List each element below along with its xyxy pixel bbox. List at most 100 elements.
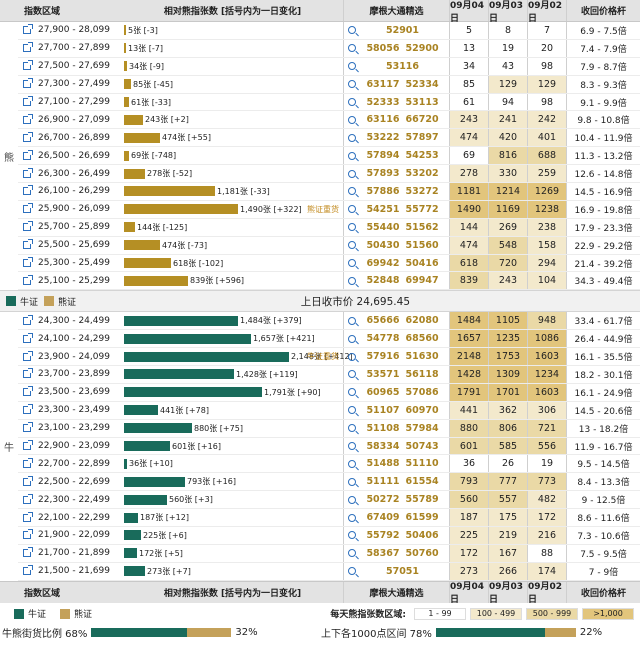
search-icon[interactable]	[348, 26, 356, 35]
search-icon[interactable]	[348, 187, 356, 196]
external-link-icon[interactable]	[23, 404, 33, 415]
warrant-code-link[interactable]: 62080	[405, 315, 439, 327]
search-icon[interactable]	[348, 44, 356, 53]
warrant-code-link[interactable]: 50416	[405, 257, 439, 269]
search-icon[interactable]	[348, 98, 356, 106]
warrant-code-link[interactable]: 51560	[405, 239, 439, 251]
warrant-code-link[interactable]: 54251	[366, 203, 400, 215]
warrant-code-link[interactable]: 63116	[366, 114, 400, 126]
warrant-code-link[interactable]: 57886	[366, 185, 400, 197]
warrant-code-link[interactable]: 67409	[366, 512, 400, 524]
warrant-code-link[interactable]: 61599	[405, 512, 439, 524]
warrant-code-link[interactable]: 51111	[366, 476, 400, 488]
warrant-code-link[interactable]: 63117	[366, 78, 400, 90]
search-icon[interactable]	[348, 352, 356, 361]
warrant-code-link[interactable]: 52901	[385, 24, 420, 36]
search-icon[interactable]	[348, 80, 356, 89]
external-link-icon[interactable]	[23, 221, 33, 232]
external-link-icon[interactable]	[23, 167, 33, 178]
warrant-code-link[interactable]: 51562	[405, 221, 439, 233]
search-icon[interactable]	[348, 567, 356, 576]
warrant-code-link[interactable]: 56118	[405, 368, 439, 380]
warrant-code-link[interactable]: 55772	[405, 203, 439, 215]
external-link-icon[interactable]	[23, 185, 33, 196]
warrant-code-link[interactable]: 50430	[366, 239, 400, 251]
warrant-code-link[interactable]: 52334	[405, 78, 439, 90]
external-link-icon[interactable]	[23, 565, 33, 576]
search-icon[interactable]	[348, 205, 356, 214]
warrant-code-link[interactable]: 57916	[366, 351, 400, 363]
warrant-code-link[interactable]: 51110	[405, 458, 439, 470]
warrant-code-link[interactable]: 50743	[405, 440, 439, 452]
search-icon[interactable]	[348, 388, 356, 397]
external-link-icon[interactable]	[23, 257, 33, 268]
warrant-code-link[interactable]: 58334	[366, 440, 400, 452]
external-link-icon[interactable]	[23, 493, 33, 504]
external-link-icon[interactable]	[23, 422, 33, 433]
external-link-icon[interactable]	[23, 131, 33, 142]
warrant-code-link[interactable]: 51107	[366, 404, 400, 416]
warrant-code-link[interactable]: 55792	[366, 529, 400, 541]
search-icon[interactable]	[348, 151, 356, 160]
search-icon[interactable]	[348, 406, 356, 415]
search-icon[interactable]	[348, 459, 356, 468]
external-link-icon[interactable]	[23, 529, 33, 540]
external-link-icon[interactable]	[23, 42, 33, 53]
warrant-code-link[interactable]: 68560	[405, 333, 439, 345]
search-icon[interactable]	[348, 495, 356, 504]
warrant-code-link[interactable]: 52848	[366, 275, 400, 287]
warrant-code-link[interactable]: 52333	[366, 96, 400, 108]
external-link-icon[interactable]	[23, 368, 33, 379]
search-icon[interactable]	[348, 316, 356, 325]
warrant-code-link[interactable]: 57893	[366, 168, 400, 180]
external-link-icon[interactable]	[23, 149, 33, 160]
warrant-code-link[interactable]: 53113	[405, 96, 439, 108]
external-link-icon[interactable]	[23, 96, 33, 106]
search-icon[interactable]	[348, 477, 356, 486]
warrant-code-link[interactable]: 69947	[405, 275, 439, 287]
warrant-code-link[interactable]: 57897	[405, 132, 439, 144]
warrant-code-link[interactable]: 55440	[366, 221, 400, 233]
warrant-code-link[interactable]: 51488	[366, 458, 400, 470]
search-icon[interactable]	[348, 370, 356, 379]
warrant-code-link[interactable]: 57051	[385, 565, 420, 577]
external-link-icon[interactable]	[23, 511, 33, 522]
external-link-icon[interactable]	[23, 314, 33, 325]
external-link-icon[interactable]	[23, 78, 33, 89]
external-link-icon[interactable]	[23, 457, 33, 468]
warrant-code-link[interactable]: 57894	[366, 150, 400, 162]
warrant-code-link[interactable]: 54253	[405, 150, 439, 162]
search-icon[interactable]	[348, 259, 356, 268]
search-icon[interactable]	[348, 115, 356, 124]
warrant-code-link[interactable]: 60970	[405, 404, 439, 416]
search-icon[interactable]	[348, 531, 356, 540]
warrant-code-link[interactable]: 50406	[405, 529, 439, 541]
warrant-code-link[interactable]: 69942	[366, 257, 400, 269]
external-link-icon[interactable]	[23, 239, 33, 250]
warrant-code-link[interactable]: 55789	[405, 494, 439, 506]
warrant-code-link[interactable]: 54778	[366, 333, 400, 345]
search-icon[interactable]	[348, 442, 356, 451]
warrant-code-link[interactable]: 50760	[405, 547, 439, 559]
search-icon[interactable]	[348, 169, 356, 178]
warrant-code-link[interactable]: 53202	[405, 168, 439, 180]
external-link-icon[interactable]	[23, 547, 33, 558]
warrant-code-link[interactable]: 57984	[405, 422, 439, 434]
search-icon[interactable]	[348, 62, 356, 71]
warrant-code-link[interactable]: 53272	[405, 185, 439, 197]
external-link-icon[interactable]	[23, 475, 33, 486]
external-link-icon[interactable]	[23, 440, 33, 451]
warrant-code-link[interactable]: 53116	[385, 60, 420, 72]
warrant-code-link[interactable]: 60965	[366, 386, 400, 398]
external-link-icon[interactable]	[23, 386, 33, 397]
external-link-icon[interactable]	[23, 24, 33, 35]
warrant-code-link[interactable]: 51630	[405, 351, 439, 363]
warrant-code-link[interactable]: 52900	[405, 42, 439, 54]
search-icon[interactable]	[348, 133, 356, 142]
warrant-code-link[interactable]: 51108	[366, 422, 400, 434]
search-icon[interactable]	[348, 241, 356, 250]
warrant-code-link[interactable]: 58367	[366, 547, 400, 559]
warrant-code-link[interactable]: 50272	[366, 494, 400, 506]
warrant-code-link[interactable]: 53571	[366, 368, 400, 380]
search-icon[interactable]	[348, 424, 356, 433]
